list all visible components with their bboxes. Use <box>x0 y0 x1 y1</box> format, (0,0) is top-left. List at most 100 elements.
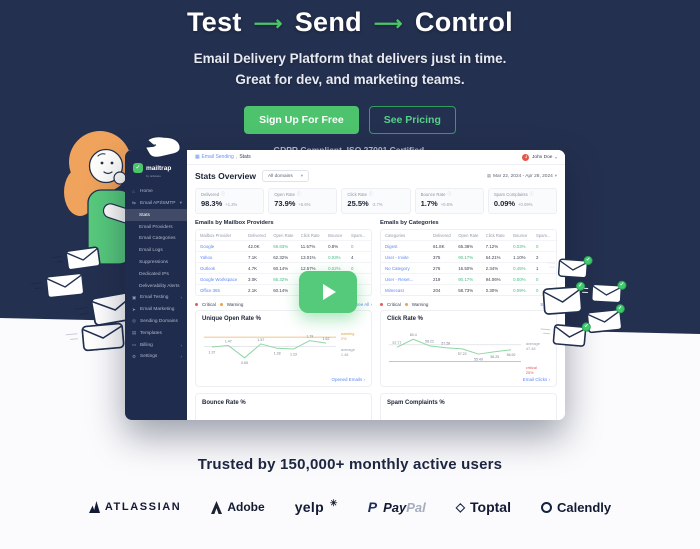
cell: 90.17% <box>458 276 474 282</box>
sidebar-item-email-api-smtp[interactable]: ⇆ Email API/SMTP ▾ <box>125 198 187 210</box>
cell: 16.50% <box>458 265 474 271</box>
check-badge-icon: ✓ <box>615 303 626 314</box>
domain-filter-value: All domains <box>267 173 293 179</box>
sidebar-item-label: Email Testing <box>140 295 169 301</box>
signup-button[interactable]: Sign Up For Free <box>244 105 359 134</box>
sidebar-item-email-logs[interactable]: Email Logs <box>125 245 187 257</box>
provider-link[interactable]: Yahoo <box>200 254 213 260</box>
logo-tagline: by railsware <box>146 174 161 178</box>
sidebar-item-email-marketing[interactable]: ➤ Email Marketing <box>125 304 187 316</box>
yelp-logo: yelp ✳ <box>294 497 338 516</box>
provider-link[interactable]: Office 365 <box>200 287 220 293</box>
cell: 11.57% <box>300 243 316 249</box>
sidebar-item-label: Stats <box>139 212 150 218</box>
charts-row: Unique Open Rate % 1.37 1.47 0.65 1.57 1.28 1… <box>187 310 565 387</box>
info-icon[interactable]: ⓘ <box>369 192 373 196</box>
stat-cards-row: Delivered ⓘ 98.3% +1.2% Open Rate ⓘ 73.9% +5… <box>187 188 565 214</box>
stat-label: Bounce Rate <box>420 192 446 197</box>
cell: 0.03% <box>328 254 341 260</box>
title-word-test: Test <box>187 7 242 37</box>
sidebar-item-home[interactable]: ⌂ Home <box>125 186 187 198</box>
warning-ref-label: warning 2% <box>340 331 355 342</box>
info-icon[interactable]: ⓘ <box>447 192 452 196</box>
cell: 2 <box>536 254 539 260</box>
cell: 60.14% <box>273 287 289 293</box>
cell: 0.03% <box>513 243 526 249</box>
cell: 61.8K <box>433 243 445 249</box>
pricing-button[interactable]: See Pricing <box>368 105 456 134</box>
sidebar-item-label: Deliverability Alerts <box>139 283 180 289</box>
stat-card-bounce-rate: Bounce Rate ⓘ 1.7% +0.8% <box>414 188 484 214</box>
title-word-send: Send <box>294 7 362 37</box>
sidebar-item-suppressions[interactable]: Suppressions <box>125 257 187 269</box>
user-menu[interactable]: J John Doe ▾ <box>522 153 557 161</box>
check-badge-icon: ✓ <box>575 281 586 292</box>
warning-dot-icon <box>219 303 223 306</box>
sidebar-item-settings[interactable]: ⚙ Settings › <box>125 351 187 363</box>
info-icon[interactable]: ⓘ <box>297 192 301 196</box>
envelope-icon <box>51 246 102 272</box>
see-all-link[interactable]: See All › <box>355 302 372 307</box>
calendly-icon <box>540 501 552 513</box>
email-clicks-link[interactable]: Email Clicks › <box>522 377 550 382</box>
sidebar-item-email-providers[interactable]: Email Providers <box>125 221 187 233</box>
column-header: Open Rate <box>273 232 294 238</box>
provider-link[interactable]: Outlook <box>200 265 216 271</box>
info-icon[interactable]: ⓘ <box>529 192 534 196</box>
sidebar-item-label: Email Marketing <box>140 307 175 313</box>
stat-value: 0.09% <box>493 199 516 208</box>
column-header: Open Rate <box>458 232 479 238</box>
sidebar-item-email-testing[interactable]: ▣ Email Testing › <box>125 292 187 304</box>
sidebar-item-email-categories[interactable]: Email Categories <box>125 233 187 245</box>
breadcrumb-root-link[interactable]: Email Sending <box>201 154 234 160</box>
sidebar-item-stats[interactable]: Stats <box>125 209 187 222</box>
category-link[interactable]: Mimecast <box>385 287 404 293</box>
dashboard-topbar: ▦ Email Sending › Stats J John Doe ▾ <box>187 150 565 165</box>
column-header: Categories <box>385 232 406 238</box>
sidebar-item-deliverability-alerts[interactable]: Deliverability Alerts <box>125 280 187 292</box>
chart-title: Click Rate % <box>387 316 424 322</box>
envelope-delivered-icon: ✓ <box>540 322 592 348</box>
category-link[interactable]: User - Invite <box>385 254 409 260</box>
category-link[interactable]: Digest <box>385 243 398 249</box>
svg-text:1.47: 1.47 <box>225 339 232 343</box>
opened-emails-link[interactable]: Opened Emails › <box>331 377 365 382</box>
stat-label: Open Rate <box>274 192 295 197</box>
date-range-picker[interactable]: ▦ Mar 22, 2024 - Apr 28, 2024 ▾ <box>487 173 557 179</box>
provider-link[interactable]: Google <box>200 243 215 249</box>
sidebar-item-billing[interactable]: ▭ Billing › <box>125 339 187 351</box>
mailtrap-logo-icon: ✓ <box>133 162 143 173</box>
cell: 375 <box>433 254 441 260</box>
cell: 42.0K <box>248 243 260 249</box>
legend-warning-label: Warning <box>411 302 429 307</box>
info-icon[interactable]: ⓘ <box>221 192 225 196</box>
stats-header: Stats Overview All domains ▾ ▦ Mar 22, 2… <box>187 165 565 187</box>
stat-delta: +0.8% <box>440 202 453 207</box>
mailtrap-logo[interactable]: ✓ mailtrap by railsware <box>125 158 187 178</box>
sidebar-item-sending-domains[interactable]: ◎ Sending Domains <box>125 316 187 328</box>
table-header-row: Categories Delivered Open Rate Click Rat… <box>381 230 556 240</box>
table-row: Digest 61.8K 65.38% 7.12% 0.03% 0 <box>381 240 556 251</box>
sidebar-item-dedicated-ips[interactable]: Dedicated IPs <box>125 268 187 280</box>
legend-critical-label: Critical <box>387 302 401 307</box>
table-row: Google 42.0K 69.83% 11.57% 0.8% 0 <box>196 240 371 251</box>
envelope-delivered-icon: ✓ <box>542 281 586 316</box>
category-link[interactable]: User - Reset... <box>385 276 414 282</box>
billing-icon: ▭ <box>132 342 137 348</box>
svg-text:0.65: 0.65 <box>241 361 248 365</box>
logo-name: mailtrap <box>146 165 172 172</box>
average-ref-label: average 1.48 <box>340 347 355 358</box>
sidebar-item-templates[interactable]: ▤ Templates <box>125 327 187 339</box>
cell: 62.32% <box>273 254 289 260</box>
play-icon <box>323 284 336 300</box>
settings-icon: ⚙ <box>132 353 137 359</box>
adobe-icon <box>211 500 223 514</box>
provider-link[interactable]: Google Workspace <box>200 276 238 282</box>
stat-value: 73.9% <box>274 199 296 208</box>
category-link[interactable]: No Category <box>385 265 410 271</box>
video-play-button[interactable] <box>299 271 357 313</box>
categories-table: Categories Delivered Open Rate Click Rat… <box>380 229 557 296</box>
cell: 0 <box>351 243 354 249</box>
domain-filter-select[interactable]: All domains ▾ <box>261 170 309 182</box>
